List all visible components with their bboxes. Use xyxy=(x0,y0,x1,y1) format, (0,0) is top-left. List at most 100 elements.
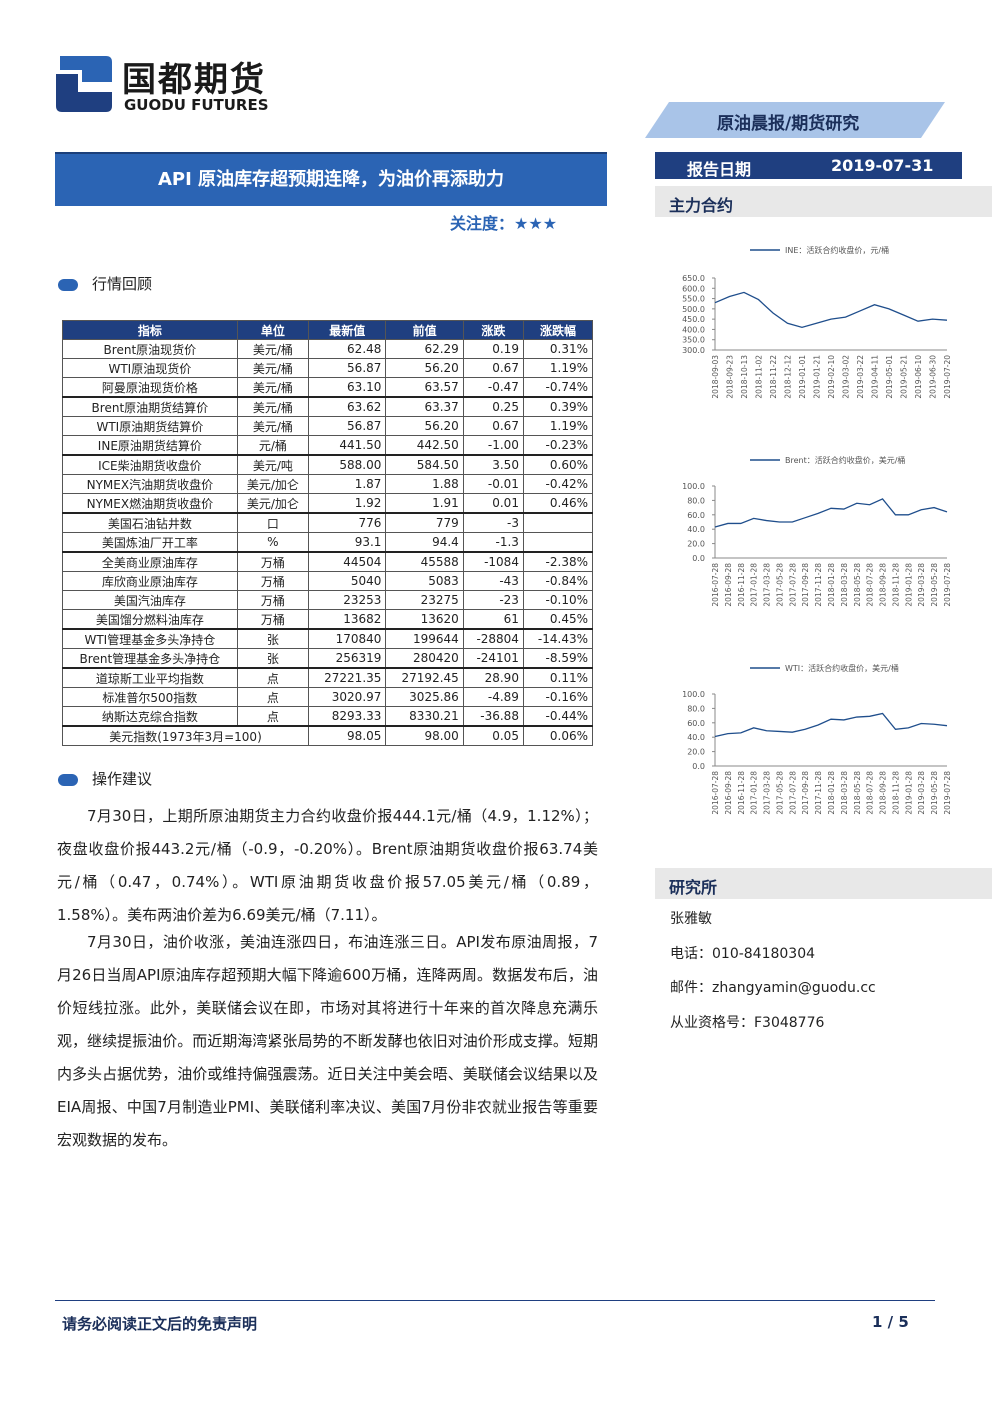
cell: 63.37 xyxy=(385,396,464,417)
cell: Brent原油现货价 xyxy=(62,339,238,359)
row: Brent管理基金多头净持仓张 256319 280420 -24101 -8.59% xyxy=(62,648,594,669)
cell: -36.88 xyxy=(462,706,524,727)
logo-mark xyxy=(56,56,112,112)
row: 库欣商业原油库存 万桶 5040 5083 -43 -0.84% xyxy=(62,571,594,591)
cell: 61 xyxy=(462,609,524,630)
header-cell: 单位 xyxy=(236,320,310,340)
y-tick-label: 500.0 xyxy=(682,305,705,314)
phone: 电话：010-84180304 xyxy=(670,946,816,962)
x-tick-label: 2019-05-21 xyxy=(900,355,909,399)
x-tick-label: 2018-09-23 xyxy=(726,355,735,399)
header-cell: 前值 xyxy=(385,320,464,340)
cell: % xyxy=(236,532,310,553)
x-tick-label: 2017-01-28 xyxy=(750,563,759,607)
x-tick-label: 2016-11-28 xyxy=(737,771,746,815)
cell: 3020.97 xyxy=(308,687,387,707)
y-tick-label: 100.0 xyxy=(682,690,705,699)
y-tick-label: 350.0 xyxy=(682,336,705,345)
row: 美国石油钻井数口 776 779 -3 xyxy=(62,512,594,533)
row: Brent原油期货结算价 美元/桶 63.62 63.37 0.25 0.39% xyxy=(62,396,594,417)
cell: 张 xyxy=(236,648,310,669)
x-tick-label: 2018-11-28 xyxy=(891,563,900,607)
cell: 8293.33 xyxy=(308,706,387,727)
cell: -2.38% xyxy=(522,551,594,572)
x-tick-label: 2019-03-02 xyxy=(842,355,851,399)
cell: -4.89 xyxy=(462,687,524,707)
x-tick-label: 2017-03-28 xyxy=(763,771,772,815)
cell: WTI管理基金多头净持仓 xyxy=(62,628,238,649)
y-tick-label: 20.0 xyxy=(687,748,705,757)
x-tick-label: 2016-09-28 xyxy=(724,563,733,607)
cell: 点 xyxy=(236,706,310,727)
row: NYMEX燃油期货收盘价 美元/加仑 1.92 1.91 0.01 0.46% xyxy=(62,493,594,514)
row: NYMEX汽油期货收盘价 美元/加仑 1.87 1.88 -0.01 -0.42% xyxy=(62,474,594,494)
x-tick-label: 2019-07-28 xyxy=(943,563,952,607)
paragraph: 7月30日，油价收涨，美油连涨四日，布油连涨三日。API发布原油周报，7月26日… xyxy=(57,933,598,1149)
cell: -0.10% xyxy=(522,590,594,610)
cell: 全美商业原油库存 xyxy=(62,551,238,572)
y-tick-label: 600.0 xyxy=(682,284,705,293)
cell: 美元/桶 xyxy=(236,416,310,436)
legend-text: WTI：活跃合约收盘价，美元/桶 xyxy=(785,663,899,673)
row: WTI原油期货结算价 美元/桶 56.87 56.20 0.67 1.19% xyxy=(62,416,594,436)
heading-text: 研究所 xyxy=(669,878,718,897)
row: WTI管理基金多头净持仓张 170840 199644 -28804 -14.43% xyxy=(62,628,594,649)
cell: 56.87 xyxy=(308,416,387,436)
header-cell: 指标 xyxy=(62,320,238,340)
cell: 44504 xyxy=(308,551,387,572)
cell: 美国馏分燃料油库存 xyxy=(62,609,238,630)
x-tick-label: 2018-07-28 xyxy=(866,563,875,607)
cell: 0.67 xyxy=(462,416,524,436)
cell: 阿曼原油现货价格 xyxy=(62,377,238,398)
cell: INE原油期货结算价 xyxy=(62,435,238,456)
row: 美国馏分燃料油库存 万桶 13682 13620 61 0.45% xyxy=(62,609,594,630)
section-heading: 行情回顾 xyxy=(58,273,152,294)
cell: 23275 xyxy=(385,590,464,610)
price-line xyxy=(714,712,948,738)
x-tick-label: 2018-09-03 xyxy=(711,355,720,399)
x-tick-label: 2016-09-28 xyxy=(724,771,733,815)
x-tick-label: 2018-03-28 xyxy=(840,771,849,815)
cell: 美元/桶 xyxy=(236,358,310,378)
cell: -0.01 xyxy=(462,474,524,494)
x-tick-label: 2018-05-28 xyxy=(853,563,862,607)
legend-text: INE：活跃合约收盘价，元/桶 xyxy=(785,245,889,255)
license: 从业资格号：F3048776 xyxy=(670,1015,825,1031)
cell: 点 xyxy=(236,687,310,707)
heading-text: 主力合约 xyxy=(669,196,734,215)
row: 阿曼原油现货价格 美元/桶 63.10 63.57 -0.47 -0.74% xyxy=(62,377,594,398)
cell: 5040 xyxy=(308,571,387,591)
date-bar: 报告日期 2019-07-31 xyxy=(655,152,962,179)
section-text: 行情回顾 xyxy=(92,275,153,293)
y-tick-label: 40.0 xyxy=(687,733,705,742)
date: 2019-07-31 xyxy=(831,156,934,175)
logo-en: GUODU FUTURES xyxy=(124,96,269,114)
cell: 0.67 xyxy=(462,358,524,378)
cell: 口 xyxy=(236,512,310,533)
section-heading: 操作建议 xyxy=(58,768,152,789)
cell: -23 xyxy=(462,590,524,610)
cell: 170840 xyxy=(308,628,387,649)
x-tick-label: 2019-01-01 xyxy=(798,355,807,399)
cell: 0.39% xyxy=(522,396,594,417)
x-tick-label: 2019-07-20 xyxy=(943,355,952,399)
x-tick-label: 2017-11-28 xyxy=(814,771,823,815)
cell: 万桶 xyxy=(236,571,310,591)
cell: 美元/加仑 xyxy=(236,474,310,494)
x-tick-label: 2017-11-28 xyxy=(814,563,823,607)
cell: 3025.86 xyxy=(385,687,464,707)
cell: 28.90 xyxy=(462,667,524,688)
cell: 美元/桶 xyxy=(236,396,310,417)
cell: 8330.21 xyxy=(385,706,464,727)
x-tick-label: 2018-03-28 xyxy=(840,563,849,607)
analyst-name: 张雅敏 xyxy=(670,911,712,927)
section-text: 操作建议 xyxy=(92,770,153,788)
cell: 441.50 xyxy=(308,435,387,456)
x-tick-label: 2016-07-28 xyxy=(711,563,720,607)
chart: Brent：活跃合约收盘价，美元/桶 0.0 20.0 40.0 60.0 80.0 100… xyxy=(682,455,952,607)
x-tick-label: 2019-07-28 xyxy=(943,771,952,815)
header-cell: 涨跌幅 xyxy=(522,320,594,340)
cell: NYMEX燃油期货收盘价 xyxy=(62,493,238,514)
cell: -1.00 xyxy=(462,435,524,456)
sidebar-heading: 研究所 xyxy=(655,868,992,899)
